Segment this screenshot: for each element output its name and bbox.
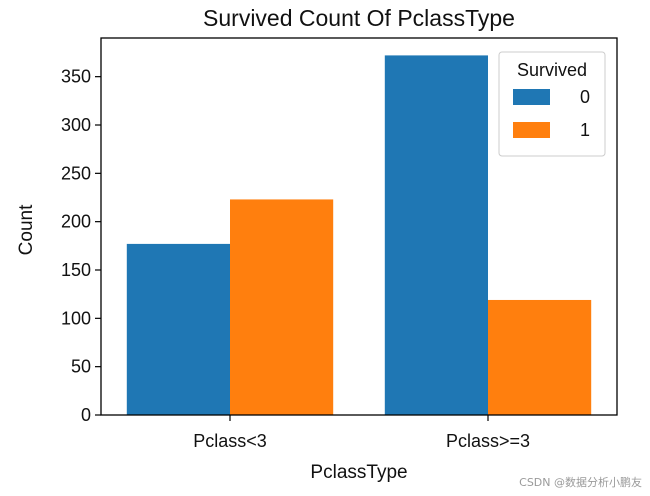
legend-label-0: 0 bbox=[580, 87, 590, 107]
plot-area: Pclass<3 Pclass>=3 0 50 100 150 200 250 300 350 bbox=[61, 37, 618, 451]
bar-pclass-3-survived-0 bbox=[384, 55, 488, 416]
x-tick-label: Pclass>=3 bbox=[446, 431, 530, 451]
legend-swatch-0 bbox=[513, 89, 550, 105]
y-tick-label: 250 bbox=[61, 163, 91, 183]
legend: Survived 0 1 bbox=[498, 51, 606, 157]
bar-pclass-3-survived-1 bbox=[230, 199, 334, 415]
x-axis-label: PclassType bbox=[310, 462, 407, 483]
legend-swatch-1 bbox=[513, 122, 550, 138]
y-tick-label: 200 bbox=[61, 212, 91, 232]
chart-title: Survived Count Of PclassType bbox=[203, 5, 515, 31]
y-tick-label: 0 bbox=[81, 405, 91, 425]
x-tick-label: Pclass<3 bbox=[193, 431, 267, 451]
y-tick-label: 50 bbox=[71, 357, 91, 377]
watermark-text: CSDN @数据分析小鹏友 bbox=[519, 476, 642, 489]
legend-label-1: 1 bbox=[580, 120, 590, 140]
legend-title: Survived bbox=[517, 60, 587, 80]
y-axis-label: Count bbox=[16, 204, 37, 255]
bar-pclass-3-survived-0 bbox=[126, 243, 230, 415]
y-tick-label: 100 bbox=[61, 308, 91, 328]
y-tick-label: 350 bbox=[61, 67, 91, 87]
plot-frame bbox=[100, 37, 618, 416]
y-tick-label: 150 bbox=[61, 260, 91, 280]
y-tick-label: 300 bbox=[61, 115, 91, 135]
bar-pclass-3-survived-1 bbox=[488, 299, 592, 415]
